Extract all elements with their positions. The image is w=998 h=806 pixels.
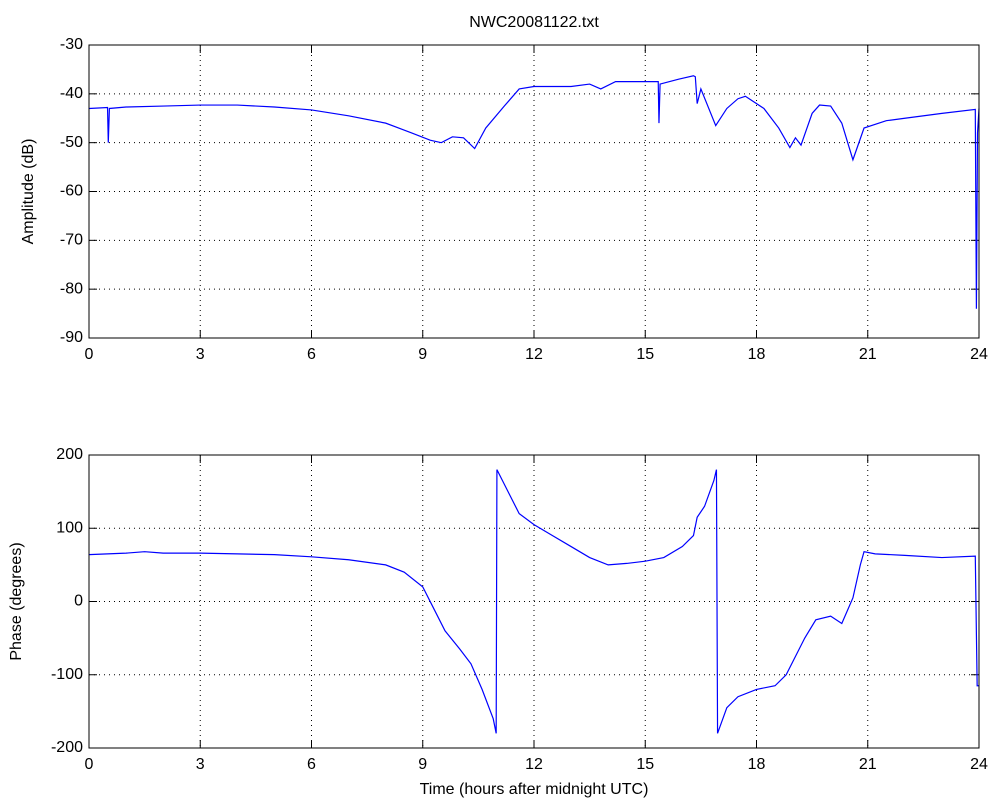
data-line — [88, 75, 980, 309]
y-tick-label: -50 — [60, 134, 83, 151]
x-tick-label: 0 — [85, 756, 94, 773]
x-tick-label: 21 — [859, 346, 877, 363]
x-tick-label: 18 — [748, 756, 766, 773]
x-tick-label: 6 — [307, 756, 316, 773]
chart-title: NWC20081122.txt — [469, 14, 599, 31]
x-tick-label: 24 — [970, 346, 988, 363]
x-axis-label: Time (hours after midnight UTC) — [420, 781, 649, 798]
x-tick-label: 15 — [636, 346, 654, 363]
y-tick-label: 0 — [74, 593, 83, 610]
y-tick-label: -70 — [60, 232, 83, 249]
data-line — [88, 469, 979, 734]
y-tick-label: -60 — [60, 183, 83, 200]
y-tick-label: -80 — [60, 280, 83, 297]
x-tick-label: 9 — [418, 346, 427, 363]
x-tick-label: 12 — [525, 346, 543, 363]
x-tick-label: 18 — [748, 346, 766, 363]
x-tick-label: 3 — [196, 346, 205, 363]
x-tick-label: 6 — [307, 346, 316, 363]
x-tick-label: 3 — [196, 756, 205, 773]
y-tick-label: -90 — [60, 329, 83, 346]
x-tick-label: 15 — [636, 756, 654, 773]
x-tick-label: 0 — [85, 346, 94, 363]
axes-frame — [88, 454, 980, 749]
x-tick-label: 21 — [859, 756, 877, 773]
x-tick-label: 12 — [525, 756, 543, 773]
y-tick-label: -200 — [51, 739, 83, 756]
y-tick-label: -30 — [60, 36, 83, 53]
y-tick-label: 200 — [56, 446, 83, 463]
y-tick-label: -40 — [60, 85, 83, 102]
x-tick-label: 9 — [418, 756, 427, 773]
y-axis-label: Amplitude (dB) — [20, 139, 37, 245]
y-tick-label: 100 — [56, 519, 83, 536]
axes-frame — [88, 44, 980, 339]
y-tick-label: -100 — [51, 666, 83, 683]
y-axis-label: Phase (degrees) — [8, 542, 25, 660]
x-tick-label: 24 — [970, 756, 988, 773]
